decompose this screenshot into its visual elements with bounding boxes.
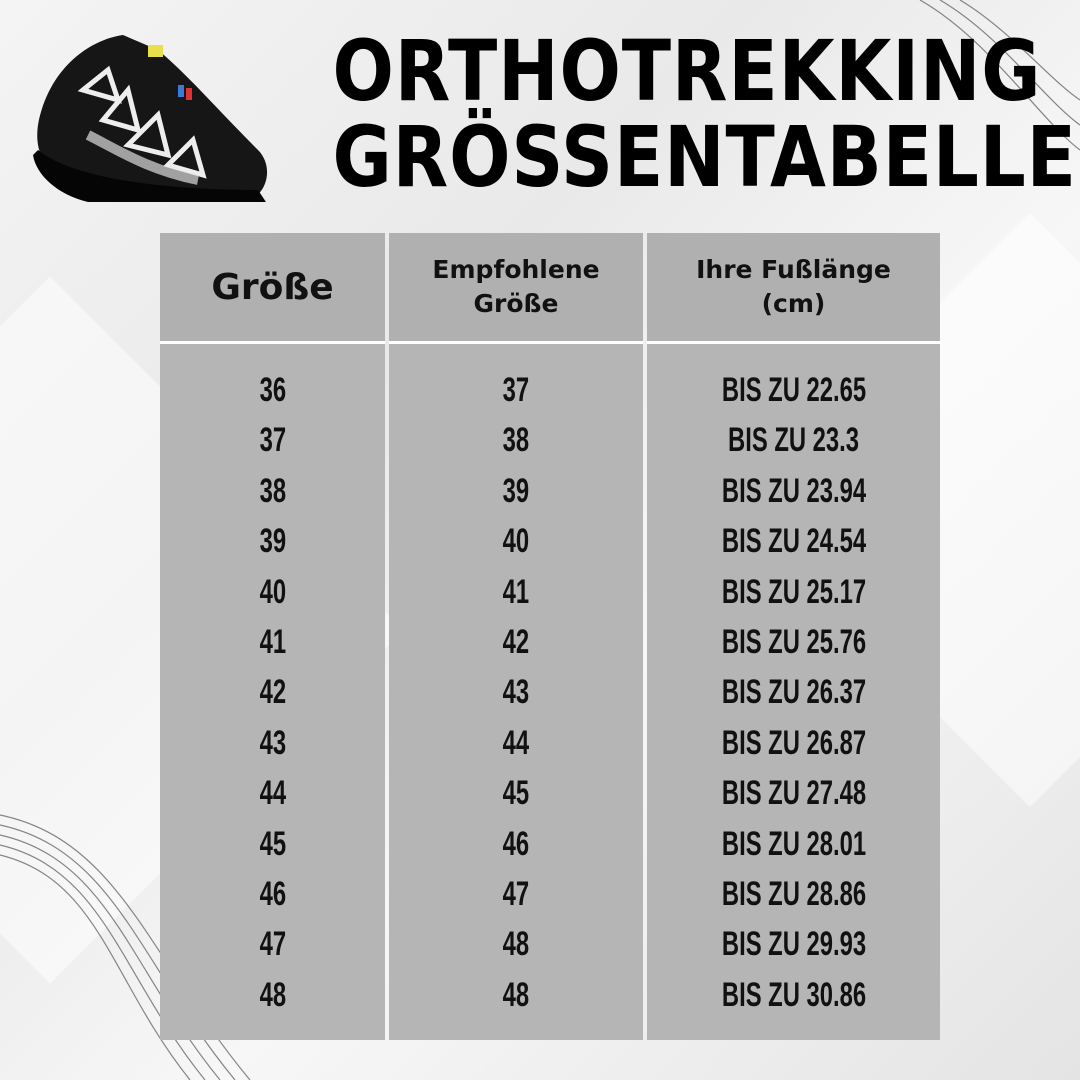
cell-value: BIS ZU 28.86 [721,874,866,913]
header-label: Empfohlene [432,255,600,284]
cell-value: 48 [502,975,530,1014]
table-cell: 39 [389,466,643,516]
table-cell: 43 [160,718,385,768]
cell-value: 48 [502,925,530,964]
cell-value: 41 [502,572,530,611]
table-cell: 44 [389,718,643,768]
title-line-1: ORTHOTREKKING [332,22,1042,120]
header-label: Größe [473,289,559,318]
table-cell: BIS ZU 28.01 [647,819,940,869]
table-cell: 40 [160,567,385,617]
cell-value: 42 [502,622,530,661]
header-recommended-size: Empfohlene Größe [389,233,643,344]
table-cell: BIS ZU 24.54 [647,516,940,566]
header-label: Ihre Fußlänge [696,255,891,284]
table-cell: 48 [160,970,385,1020]
cell-value: BIS ZU 23.3 [728,421,859,460]
table-cell: 47 [160,919,385,969]
cell-value: BIS ZU 29.93 [721,925,866,964]
table-cell: 43 [389,667,643,717]
column-cells: 37 38 39 40 41 42 43 44 45 46 47 48 48 [389,365,643,1020]
cell-value: 43 [259,723,286,762]
table-cell: 38 [389,415,643,465]
cell-value: BIS ZU 30.86 [721,975,866,1014]
title-line-2: GRÖSSENTABELLE [332,108,1077,206]
table-cell: BIS ZU 27.48 [647,768,940,818]
cell-value: 40 [259,572,286,611]
cell-value: 39 [259,522,286,561]
table-cell: 45 [389,768,643,818]
cell-value: 41 [259,622,286,661]
cell-value: 45 [502,774,530,813]
header-foot-length: Ihre Fußlänge (cm) [647,233,940,344]
table-cell: BIS ZU 30.86 [647,970,940,1020]
table-cell: 46 [389,819,643,869]
cell-value: 46 [502,824,530,863]
cell-value: BIS ZU 28.01 [721,824,866,863]
header-size: Größe [160,233,385,344]
table-cell: 40 [389,516,643,566]
cell-value: BIS ZU 26.37 [721,673,866,712]
cell-value: 47 [259,925,286,964]
table-cell: 44 [160,768,385,818]
page-title: ORTHOTREKKING GRÖSSENTABELLE [280,22,1077,206]
cell-value: 47 [502,874,530,913]
table-cell: BIS ZU 28.86 [647,869,940,919]
column-foot-length: Ihre Fußlänge (cm) BIS ZU 22.65 BIS ZU 23.… [647,233,940,1040]
table-cell: 39 [160,516,385,566]
table-cell: 48 [389,919,643,969]
cell-value: 37 [259,421,286,460]
table-cell: BIS ZU 26.37 [647,667,940,717]
table-cell: BIS ZU 25.76 [647,617,940,667]
column-cells: BIS ZU 22.65 BIS ZU 23.3 BIS ZU 23.94 BIS Z… [647,365,940,1020]
cell-value: BIS ZU 25.17 [721,572,866,611]
column-recommended-size: Empfohlene Größe 37 38 39 40 41 42 43 44 45 46 47 48… [389,233,643,1040]
cell-value: 38 [502,421,530,460]
cell-value: BIS ZU 27.48 [721,774,866,813]
table-cell: BIS ZU 29.93 [647,919,940,969]
table-cell: 42 [389,617,643,667]
cell-value: 45 [259,824,286,863]
cell-value: 48 [259,975,286,1014]
cell-value: 36 [259,371,286,409]
header-label: (cm) [761,289,826,318]
column-size: Größe 36 37 38 39 40 41 42 43 44 45 46 47 48 [160,233,385,1040]
table-cell: 42 [160,667,385,717]
cell-value: 38 [259,471,286,510]
table-cell: 46 [160,869,385,919]
cell-value: BIS ZU 22.65 [721,371,866,409]
table-cell: 41 [389,567,643,617]
cell-value: 44 [502,723,530,762]
table-cell: 48 [389,970,643,1020]
cell-value: 37 [502,371,530,409]
table-cell: BIS ZU 26.87 [647,718,940,768]
table-cell: 41 [160,617,385,667]
table-cell: 36 [160,365,385,415]
table-cell: BIS ZU 23.3 [647,415,940,465]
cell-value: BIS ZU 24.54 [721,522,866,561]
cell-value: 43 [502,673,530,712]
shoe-image [33,35,268,202]
cell-value: 40 [502,522,530,561]
cell-value: BIS ZU 26.87 [721,723,866,762]
table-cell: 37 [160,415,385,465]
cell-value: 44 [259,774,286,813]
cell-value: BIS ZU 25.76 [721,622,866,661]
cell-value: BIS ZU 23.94 [721,471,866,510]
table-cell: BIS ZU 22.65 [647,365,940,415]
table-cell: 37 [389,365,643,415]
column-cells: 36 37 38 39 40 41 42 43 44 45 46 47 48 [160,365,385,1020]
table-cell: 47 [389,869,643,919]
cell-value: 42 [259,673,286,712]
header-label: Größe [211,266,334,308]
size-table: Größe 36 37 38 39 40 41 42 43 44 45 46 47 48 Empfohl… [160,233,940,1040]
table-cell: 38 [160,466,385,516]
table-cell: BIS ZU 23.94 [647,466,940,516]
cell-value: 46 [259,874,286,913]
table-cell: BIS ZU 25.17 [647,567,940,617]
table-cell: 45 [160,819,385,869]
cell-value: 39 [502,471,530,510]
